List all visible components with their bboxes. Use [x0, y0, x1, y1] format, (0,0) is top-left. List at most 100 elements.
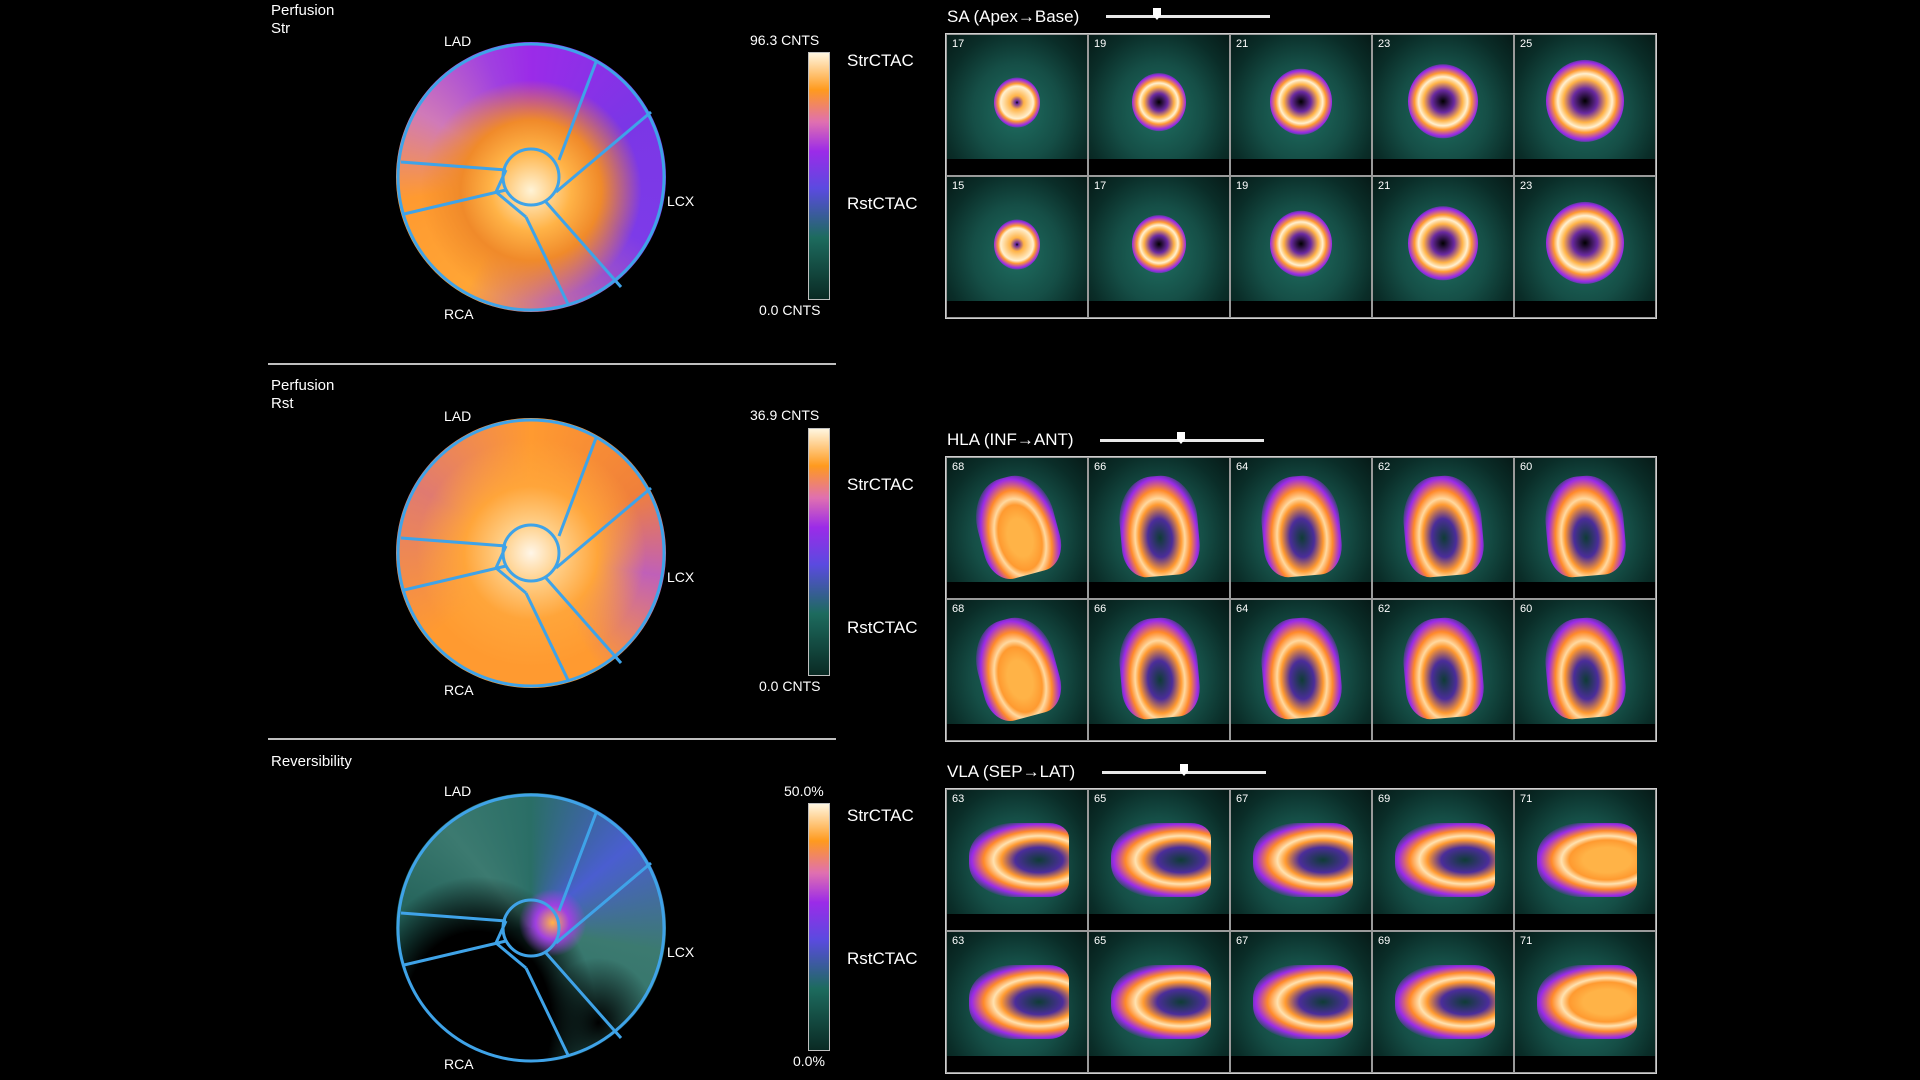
slice-image[interactable]: 68	[946, 599, 1088, 741]
slice-image[interactable]: 21	[1230, 34, 1372, 176]
slice-floor	[1515, 582, 1655, 598]
slice-image[interactable]: 67	[1230, 931, 1372, 1073]
panel-1-title-line2: Str	[271, 20, 291, 37]
divider	[268, 363, 836, 365]
slice-image[interactable]: 63	[946, 789, 1088, 931]
slice-grid-vla: 63 65 67 69 71 63 65	[945, 788, 1657, 1074]
slice-floor	[947, 301, 1087, 317]
slice-image[interactable]: 65	[1088, 931, 1230, 1073]
colorbar	[808, 803, 830, 1051]
slice-number: 19	[1094, 38, 1107, 50]
slice-image[interactable]: 21	[1372, 176, 1514, 318]
slice-image[interactable]: 64	[1230, 457, 1372, 599]
slice-image[interactable]: 65	[1088, 789, 1230, 931]
slice-number: 23	[1378, 38, 1391, 50]
view-title-sa: SA (Apex→Base)	[947, 7, 1080, 26]
slice-image[interactable]: 25	[1514, 34, 1656, 176]
slice-floor	[1373, 301, 1513, 317]
slice-image[interactable]: 23	[1372, 34, 1514, 176]
bullseye-rest	[396, 418, 666, 688]
colorbar-lower-label: RstCTAC	[847, 949, 918, 968]
bullseye-stress-segments	[396, 42, 666, 312]
bullseye-stress	[396, 42, 666, 312]
slice-floor	[1515, 1056, 1655, 1072]
slice-image[interactable]: 71	[1514, 789, 1656, 931]
slice-floor	[1231, 914, 1371, 930]
lad-label: LAD	[444, 408, 472, 424]
slice-number: 69	[1378, 793, 1391, 805]
slice-number: 63	[952, 935, 965, 947]
colorbar-max: 96.3 CNTS	[750, 32, 820, 48]
slice-image[interactable]: 62	[1372, 457, 1514, 599]
slice-floor	[1089, 301, 1229, 317]
rca-label: RCA	[444, 682, 474, 698]
bullseye-rest-segments	[396, 418, 666, 688]
slice-number: 62	[1378, 603, 1391, 615]
slice-image[interactable]: 67	[1230, 789, 1372, 931]
slice-floor	[1373, 159, 1513, 175]
slice-image[interactable]: 69	[1372, 789, 1514, 931]
slice-number: 64	[1236, 603, 1249, 615]
panel-2-title-line1: Perfusion	[271, 377, 335, 394]
colorbar-max: 36.9 CNTS	[750, 407, 820, 423]
slice-number: 71	[1520, 935, 1533, 947]
slice-floor	[1515, 724, 1655, 740]
slice-number: 68	[952, 603, 965, 615]
slice-image[interactable]: 23	[1514, 176, 1656, 318]
colorbar-upper-label: StrCTAC	[847, 806, 914, 825]
slice-number: 23	[1520, 180, 1533, 192]
slice-floor	[1089, 724, 1229, 740]
slice-image[interactable]: 60	[1514, 457, 1656, 599]
slice-number: 66	[1094, 461, 1107, 473]
slice-image[interactable]: 17	[1088, 176, 1230, 318]
slice-number: 62	[1378, 461, 1391, 473]
slice-floor	[1089, 159, 1229, 175]
slice-floor	[1231, 301, 1371, 317]
rca-label: RCA	[444, 1056, 474, 1072]
slice-slider-sa[interactable]	[1106, 8, 1270, 20]
slice-floor	[947, 582, 1087, 598]
slice-image[interactable]: 64	[1230, 599, 1372, 741]
slice-image[interactable]: 62	[1372, 599, 1514, 741]
lcx-label: LCX	[667, 569, 695, 585]
slice-floor	[1231, 582, 1371, 598]
bullseye-reversibility	[396, 793, 666, 1063]
panel-1-title: Perfusion Str	[271, 2, 334, 38]
slice-image[interactable]: 69	[1372, 931, 1514, 1073]
slider-thumb[interactable]	[1153, 8, 1161, 20]
slice-number: 21	[1236, 38, 1249, 50]
slice-slider-vla[interactable]	[1102, 764, 1266, 776]
slider-thumb[interactable]	[1180, 764, 1188, 776]
slice-image[interactable]: 15	[946, 176, 1088, 318]
slice-image[interactable]: 17	[946, 34, 1088, 176]
slice-number: 66	[1094, 603, 1107, 615]
slice-image[interactable]: 66	[1088, 457, 1230, 599]
slice-number: 60	[1520, 603, 1533, 615]
slice-number: 63	[952, 793, 965, 805]
slice-floor	[947, 914, 1087, 930]
slice-floor	[1231, 1056, 1371, 1072]
slice-image[interactable]: 66	[1088, 599, 1230, 741]
slice-number: 15	[952, 180, 965, 192]
slice-number: 71	[1520, 793, 1533, 805]
slice-slider-hla[interactable]	[1100, 432, 1264, 444]
colorbar-upper-label: StrCTAC	[847, 475, 914, 494]
slice-number: 68	[952, 461, 965, 473]
slice-image[interactable]: 60	[1514, 599, 1656, 741]
slice-number: 69	[1378, 935, 1391, 947]
slice-floor	[1515, 159, 1655, 175]
divider	[268, 738, 836, 740]
slider-thumb[interactable]	[1177, 432, 1185, 444]
slice-floor	[1231, 724, 1371, 740]
slice-image[interactable]: 68	[946, 457, 1088, 599]
rca-label: RCA	[444, 306, 474, 322]
slice-image[interactable]: 63	[946, 931, 1088, 1073]
slice-image[interactable]: 71	[1514, 931, 1656, 1073]
slice-floor	[1089, 1056, 1229, 1072]
slice-number: 67	[1236, 935, 1249, 947]
slice-number: 21	[1378, 180, 1391, 192]
slice-floor	[1231, 159, 1371, 175]
slice-image[interactable]: 19	[1088, 34, 1230, 176]
lad-label: LAD	[444, 33, 472, 49]
slice-image[interactable]: 19	[1230, 176, 1372, 318]
